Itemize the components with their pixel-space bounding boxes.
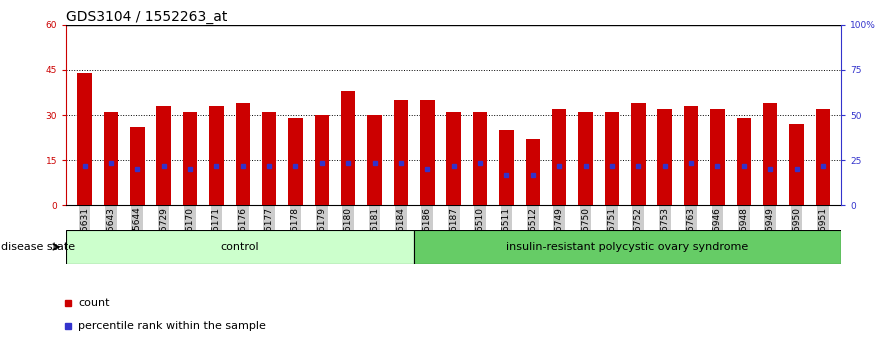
Bar: [552, 109, 566, 205]
Bar: [473, 112, 487, 205]
Bar: [235, 103, 250, 205]
Bar: [684, 106, 699, 205]
Bar: [367, 115, 381, 205]
Bar: [737, 118, 751, 205]
Bar: [420, 100, 434, 205]
Bar: [413, 230, 841, 264]
Bar: [500, 130, 514, 205]
Bar: [578, 112, 593, 205]
Bar: [526, 139, 540, 205]
Bar: [262, 112, 277, 205]
Bar: [394, 100, 408, 205]
Bar: [288, 118, 303, 205]
Bar: [789, 124, 803, 205]
Bar: [657, 109, 672, 205]
Bar: [209, 106, 224, 205]
Bar: [182, 112, 197, 205]
Bar: [710, 109, 725, 205]
Bar: [315, 115, 329, 205]
Bar: [816, 109, 830, 205]
Bar: [104, 112, 118, 205]
Bar: [130, 127, 144, 205]
Bar: [763, 103, 777, 205]
Bar: [66, 230, 413, 264]
Text: percentile rank within the sample: percentile rank within the sample: [78, 321, 266, 331]
Bar: [631, 103, 646, 205]
Bar: [447, 112, 461, 205]
Text: insulin-resistant polycystic ovary syndrome: insulin-resistant polycystic ovary syndr…: [507, 242, 749, 252]
Text: GDS3104 / 1552263_at: GDS3104 / 1552263_at: [66, 10, 227, 24]
Text: control: control: [220, 242, 259, 252]
Bar: [341, 91, 356, 205]
Text: disease state: disease state: [1, 242, 75, 252]
Bar: [78, 73, 92, 205]
Bar: [604, 112, 619, 205]
Bar: [157, 106, 171, 205]
Text: count: count: [78, 298, 109, 308]
